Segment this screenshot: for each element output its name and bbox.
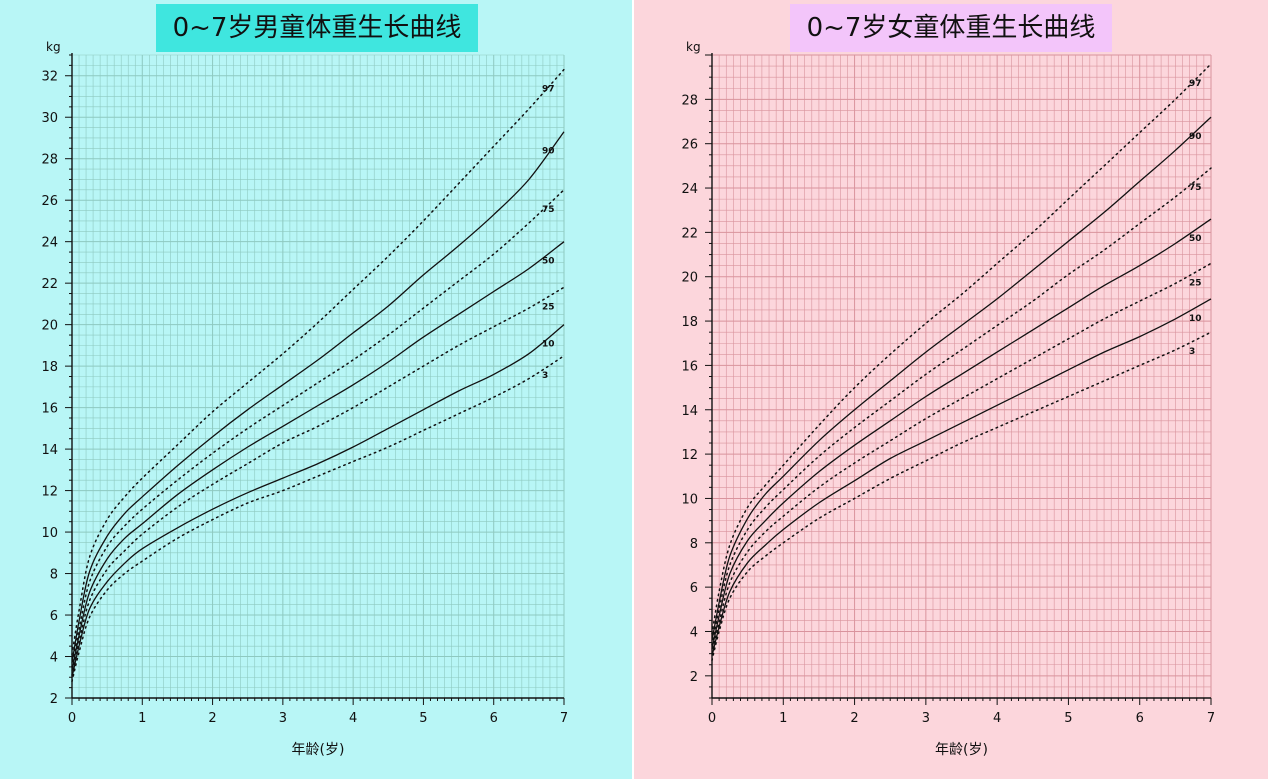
girls-x-tick-label: 1 <box>779 711 787 726</box>
girls-x-tick-label: 2 <box>850 711 858 726</box>
boys-y-tick-label: 32 <box>41 70 58 85</box>
boys-y-tick-label: 20 <box>41 319 58 334</box>
boys-x-tick-label: 6 <box>490 711 498 726</box>
girls-chart-panel <box>634 0 1268 779</box>
boys-percentile-90-label: 90 <box>542 147 555 157</box>
boys-y-tick-label: 22 <box>41 277 58 292</box>
boys-percentile-10-label: 10 <box>542 340 555 350</box>
girls-percentile-25-line <box>711 262 1212 655</box>
boys-percentile-97-line <box>71 68 565 656</box>
boys-percentile-97-label: 97 <box>542 85 555 95</box>
boys-y-tick-label: 24 <box>41 236 58 251</box>
girls-y-tick-label: 22 <box>681 226 698 241</box>
girls-percentile-97-label: 97 <box>1189 79 1202 89</box>
girls-percentile-3-line <box>711 331 1212 662</box>
girls-y-tick-label: 18 <box>681 315 698 330</box>
girls-y-tick-label: 2 <box>690 670 698 685</box>
girls-x-axis-label: 年龄(岁) <box>935 742 988 758</box>
boys-percentile-90-line <box>71 131 565 663</box>
boys-percentile-75-label: 75 <box>542 205 555 215</box>
boys-percentile-50-label: 50 <box>542 257 555 267</box>
boys-x-tick-label: 5 <box>419 711 427 726</box>
girls-percentile-25-label: 25 <box>1189 278 1202 288</box>
girls-percentile-10-label: 10 <box>1189 314 1202 324</box>
girls-y-tick-label: 24 <box>681 182 698 197</box>
girls-y-tick-label: 26 <box>681 138 698 153</box>
girls-x-tick-label: 7 <box>1207 711 1215 726</box>
girls-percentile-90-line <box>711 116 1212 641</box>
girls-y-tick-label: 10 <box>681 492 698 507</box>
boys-percentile-10-line <box>71 324 565 678</box>
boys-x-tick-label: 3 <box>279 711 287 726</box>
boys-weight-chart: 0 1 2 3 4 5 6 72468101214161820222426283032kg年龄… <box>41 40 568 758</box>
boys-y-tick-label: 2 <box>50 692 58 707</box>
boys-x-tick-label: 1 <box>138 711 146 726</box>
girls-grid <box>711 54 1212 699</box>
girls-y-tick-label: 14 <box>681 404 698 419</box>
boys-percentile-25-line <box>71 286 565 676</box>
boys-y-tick-label: 18 <box>41 360 58 375</box>
boys-x-tick-label: 4 <box>349 711 357 726</box>
girls-percentile-50-line <box>711 218 1212 650</box>
girls-x-tick-label: 3 <box>922 711 930 726</box>
boys-y-tick-label: 12 <box>41 485 58 500</box>
girls-percentile-75-line <box>711 167 1212 646</box>
boys-x-tick-label: 2 <box>208 711 216 726</box>
boys-y-tick-label: 14 <box>41 443 58 458</box>
boys-chart-title: 0~7岁男童体重生长曲线 <box>156 4 478 52</box>
girls-percentile-75-label: 75 <box>1189 183 1202 193</box>
girls-x-tick-label: 0 <box>708 711 716 726</box>
girls-y-tick-label: 20 <box>681 271 698 286</box>
girls-x-tick-label: 4 <box>993 711 1001 726</box>
boys-percentile-3-label: 3 <box>542 371 548 381</box>
girls-percentile-50-label: 50 <box>1189 234 1202 244</box>
panel-divider <box>632 0 634 779</box>
girls-y-tick-label: 28 <box>681 93 698 108</box>
girls-y-tick-label: 6 <box>690 581 698 596</box>
girls-weight-chart: 0 1 2 3 4 5 6 7246810121416182022242628kg年龄(岁)9… <box>681 40 1215 758</box>
boys-y-tick-label: 28 <box>41 153 58 168</box>
boys-x-tick-label: 7 <box>560 711 568 726</box>
boys-percentile-50-line <box>71 241 565 672</box>
boys-y-tick-label: 8 <box>50 568 58 583</box>
boys-y-tick-label: 26 <box>41 194 58 209</box>
boys-y-tick-label: 6 <box>50 609 58 624</box>
girls-chart-title: 0~7岁女童体重生长曲线 <box>790 4 1112 52</box>
girls-percentile-90-label: 90 <box>1189 132 1202 142</box>
boys-y-tick-label: 4 <box>50 651 58 666</box>
girls-y-axis-label: kg <box>686 40 701 54</box>
girls-y-tick-label: 4 <box>690 625 698 640</box>
boys-y-tick-label: 16 <box>41 402 58 417</box>
boys-percentile-75-line <box>71 189 565 668</box>
girls-y-tick-label: 12 <box>681 448 698 463</box>
girls-x-tick-label: 6 <box>1136 711 1144 726</box>
boys-x-tick-label: 0 <box>68 711 76 726</box>
boys-x-axis-label: 年龄(岁) <box>292 742 345 758</box>
boys-chart-panel <box>0 0 632 779</box>
boys-percentile-25-label: 25 <box>542 302 555 312</box>
girls-y-tick-label: 8 <box>690 537 698 552</box>
girls-percentile-3-label: 3 <box>1189 347 1195 357</box>
boys-y-tick-label: 30 <box>41 111 58 126</box>
girls-percentile-10-line <box>711 298 1212 657</box>
girls-x-tick-label: 5 <box>1064 711 1072 726</box>
girls-y-tick-label: 16 <box>681 359 698 374</box>
boys-y-tick-label: 10 <box>41 526 58 541</box>
boys-y-axis-label: kg <box>46 40 61 54</box>
